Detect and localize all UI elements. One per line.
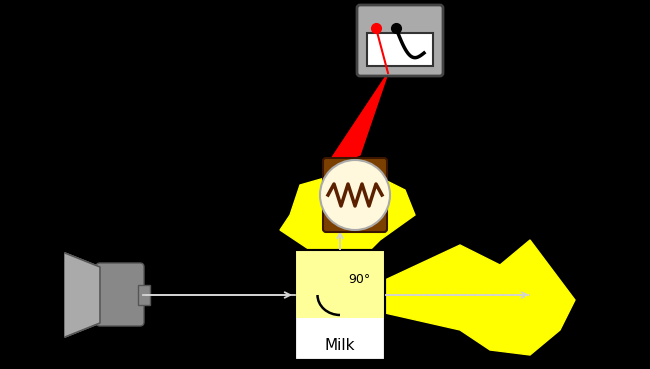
Bar [138, 285, 150, 305]
Bar [295, 250, 385, 318]
Bar [367, 33, 433, 66]
Circle shape [320, 160, 390, 230]
Bar [295, 250, 385, 360]
Bar [295, 250, 385, 360]
FancyBboxPatch shape [357, 5, 443, 76]
Text: Milk: Milk [325, 338, 356, 354]
Text: 90°: 90° [348, 273, 370, 286]
Polygon shape [65, 253, 100, 337]
Polygon shape [385, 240, 575, 355]
Polygon shape [325, 73, 388, 168]
FancyBboxPatch shape [96, 263, 144, 326]
Polygon shape [280, 175, 415, 250]
FancyBboxPatch shape [323, 158, 387, 232]
